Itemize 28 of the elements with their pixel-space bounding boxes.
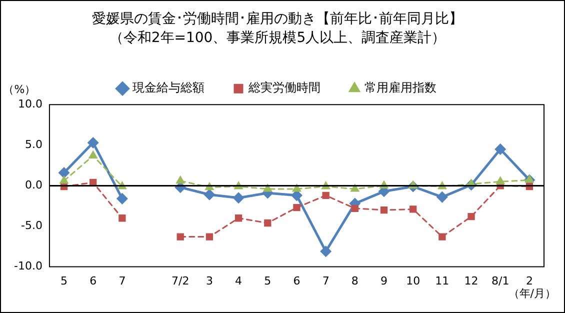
y-tick-label: 0.0 (24, 178, 42, 192)
x-tick-label: 9 (380, 274, 388, 288)
legend-label: 現金給与総額 (132, 80, 204, 95)
x-tick-label: 5 (264, 274, 272, 288)
x-tick-label: 6 (90, 274, 97, 288)
x-tick-label: 12 (464, 274, 478, 288)
x-tick-label: 8/1 (492, 274, 510, 288)
legend-label: 常用雇用指数 (364, 80, 436, 95)
x-tick-label: 6 (293, 274, 300, 288)
x-tick-label: 10 (406, 274, 420, 288)
x-tick-label: 7/2 (172, 274, 190, 288)
legend-label: 総実労働時間 (248, 80, 320, 95)
y-tick-label: -5.0 (20, 219, 42, 232)
x-tick-label: 11 (435, 274, 450, 288)
x-tick-label: 7 (322, 274, 330, 288)
x-tick-label: 7 (118, 274, 126, 288)
y-tick-label: 5.0 (24, 138, 42, 152)
y-tick-label: 10.0 (18, 97, 42, 110)
x-tick-label: 8 (351, 274, 358, 288)
x-tick-label: 2 (526, 274, 533, 288)
x-tick-label: 5 (60, 274, 68, 288)
x-tick-label: 4 (235, 274, 242, 288)
chart-title: 愛媛県の賃金･労働時間･雇用の動き【前年比･前年同月比】 (92, 11, 463, 28)
x-tick-label: 3 (206, 274, 213, 288)
chart-subtitle: （令和2年=100、事業所規模5人以上、調査産業計） (109, 30, 446, 46)
y-tick-label: -10.0 (14, 260, 42, 273)
x-axis-title: （年/月） (508, 287, 556, 300)
y-axis-title: （%） (3, 82, 36, 96)
